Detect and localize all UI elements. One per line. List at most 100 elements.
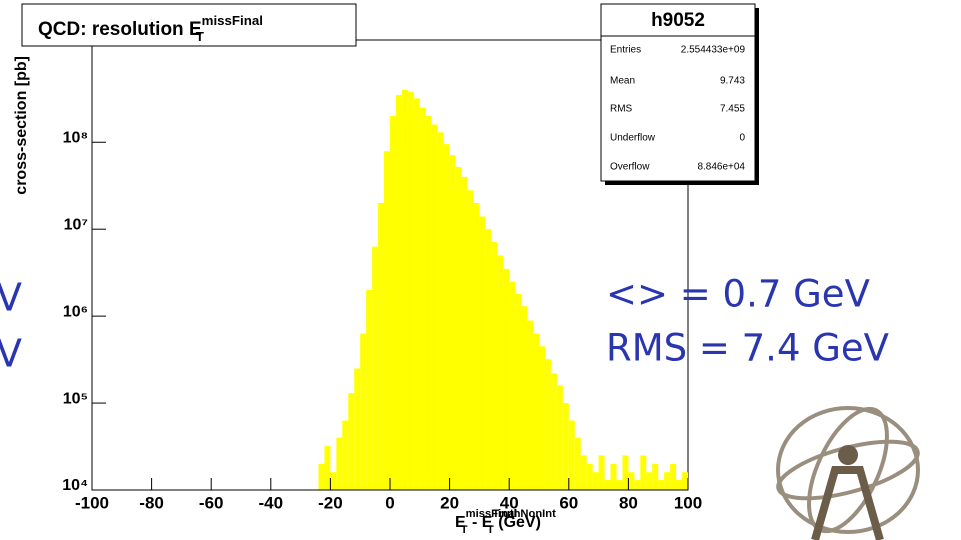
title-box <box>21 3 357 47</box>
y-tick-label: 10⁵ <box>63 390 88 407</box>
bar <box>586 463 593 490</box>
x-label-sub: T <box>461 524 468 536</box>
stats-value: 9.743 <box>720 76 745 87</box>
bar <box>443 144 450 491</box>
bar <box>491 242 498 490</box>
stats-value: 0 <box>739 133 745 144</box>
y-tick-label: 10⁸ <box>63 129 88 146</box>
edge-letter: V <box>0 276 22 320</box>
bar <box>437 132 444 490</box>
bar <box>568 420 575 490</box>
bar <box>592 472 599 490</box>
bar <box>509 281 516 490</box>
bar <box>384 151 390 491</box>
bar <box>556 385 563 490</box>
bar <box>533 333 539 490</box>
stats-value: 2.554433e+09 <box>681 45 746 56</box>
bar <box>562 403 569 490</box>
bar <box>646 472 653 490</box>
bar <box>610 463 617 490</box>
bar <box>360 333 367 490</box>
x-tick-label: 100 <box>674 493 702 512</box>
stats-box <box>600 3 756 182</box>
logo-figure <box>838 445 858 465</box>
bar <box>449 155 456 490</box>
x-label-sub: T <box>487 524 494 536</box>
bar <box>431 124 438 491</box>
atlas-logo <box>776 406 920 540</box>
bar <box>467 190 474 491</box>
bar <box>539 346 545 490</box>
stats-value: 8.846e+04 <box>697 162 745 173</box>
logo-ring <box>776 406 920 534</box>
logo-figure <box>811 466 884 540</box>
bar <box>676 480 683 490</box>
x-label-text: (GeV) <box>494 514 541 531</box>
bar <box>342 420 349 490</box>
x-tick-label: 0 <box>385 493 394 512</box>
bar <box>390 116 396 491</box>
bar <box>598 455 605 490</box>
bar <box>324 446 331 490</box>
x-tick-label: -40 <box>259 493 284 512</box>
y-tick-label: 10⁷ <box>64 216 88 233</box>
bar <box>652 463 659 490</box>
x-label-sup: missFinal <box>466 508 518 520</box>
bar <box>378 203 385 490</box>
bar <box>521 306 528 490</box>
bar <box>461 176 468 490</box>
annotation: <> = 0.7 GeV <box>606 273 870 316</box>
y-tick-label: 10⁶ <box>63 303 88 320</box>
bar <box>628 472 635 490</box>
bar <box>395 94 402 490</box>
x-tick-label: -60 <box>199 493 224 512</box>
x-tick-label: 80 <box>619 493 638 512</box>
y-label: cross-section [pb] <box>13 56 30 195</box>
bar <box>622 455 629 490</box>
bar <box>348 393 355 490</box>
bar <box>670 463 677 490</box>
bar <box>413 98 420 491</box>
bar <box>479 216 486 490</box>
x-tick-label: 20 <box>440 493 459 512</box>
bar <box>604 480 611 490</box>
bar <box>372 246 379 490</box>
bar <box>515 293 522 490</box>
bar <box>330 472 337 490</box>
bar <box>664 472 671 490</box>
x-tick-label: -100 <box>75 493 109 512</box>
bar <box>616 480 623 490</box>
bar <box>527 320 534 490</box>
bar <box>407 91 414 490</box>
stats-key: Underflow <box>610 133 656 144</box>
bar <box>634 480 641 490</box>
title-sub: T <box>196 29 204 44</box>
bar <box>336 437 343 490</box>
bar <box>425 116 432 491</box>
bar <box>455 166 462 491</box>
x-label-sup: TruthNonInt <box>492 508 556 520</box>
bar <box>485 229 492 491</box>
stats-name: h9052 <box>651 10 705 31</box>
bar <box>318 463 325 490</box>
title-text: QCD: resolution E <box>38 19 202 40</box>
bar <box>401 89 408 490</box>
bar <box>550 373 557 490</box>
bar <box>473 203 480 490</box>
stats-value: 7.455 <box>720 104 745 115</box>
y-tick-label: 10⁴ <box>62 477 88 494</box>
bar <box>640 455 647 490</box>
title-sup: missFinal <box>202 13 263 28</box>
x-tick-label: 60 <box>559 493 578 512</box>
bar <box>574 437 581 490</box>
stats-key: RMS <box>610 104 633 115</box>
x-tick-label: -20 <box>318 493 343 512</box>
bar <box>658 480 665 490</box>
x-tick-label: -80 <box>139 493 164 512</box>
edge-letter: V <box>0 332 22 376</box>
bar <box>354 368 361 490</box>
stats-key: Overflow <box>610 162 650 173</box>
